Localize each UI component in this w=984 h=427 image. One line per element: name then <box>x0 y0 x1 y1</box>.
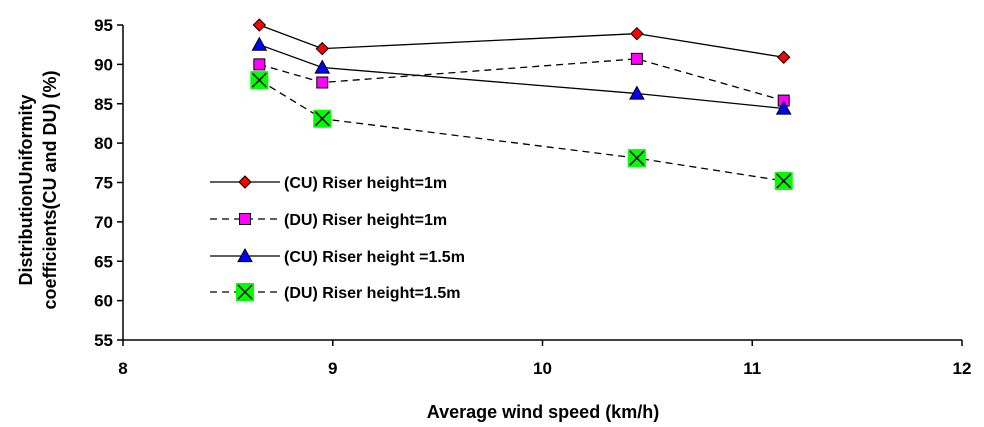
legend-entry: (CU) Riser height=1m <box>210 175 447 192</box>
legend-label: (DU) Riser height=1m <box>284 212 447 229</box>
y-tick-label: 55 <box>94 331 113 350</box>
data-point <box>252 18 267 32</box>
legend-label: (DU) Riser height=1.5m <box>284 285 460 302</box>
series-3 <box>251 36 792 115</box>
data-point <box>629 85 645 100</box>
series-line <box>259 58 784 102</box>
legend-label: (CU) Riser height =1.5m <box>284 249 465 266</box>
data-point <box>630 52 643 65</box>
series-line <box>259 24 784 58</box>
data-point <box>774 171 793 190</box>
legend-label: (CU) Riser height=1m <box>284 175 447 192</box>
data-point <box>777 50 791 64</box>
series-2 <box>253 52 790 107</box>
y-axis-title-line-2: coefficients(CU and DU) (%) <box>40 70 60 309</box>
data-point <box>630 26 644 41</box>
data-point <box>250 71 269 90</box>
marker-cross <box>237 284 253 300</box>
legend-entry: (DU) Riser height=1m <box>210 212 447 229</box>
x-tick-label: 8 <box>118 359 127 378</box>
series-line <box>259 44 784 110</box>
legend: (CU) Riser height=1m (DU) Riser height=1m… <box>210 175 465 302</box>
series-line <box>258 79 784 182</box>
y-tick-label: 80 <box>94 134 113 153</box>
x-tick-label: 9 <box>328 359 337 378</box>
data-point <box>775 100 792 115</box>
x-axis-title: Average wind speed (km/h) <box>427 402 659 422</box>
y-tick-label: 90 <box>94 55 113 74</box>
y-tick-label: 65 <box>94 252 113 271</box>
data-point <box>627 149 646 168</box>
data-point <box>313 109 332 128</box>
legend-marker <box>236 283 254 301</box>
x-tick-labels: 8 9 10 11 12 <box>118 340 971 378</box>
legend-marker <box>239 213 251 225</box>
y-tick-labels: 55 60 65 70 75 80 85 90 95 <box>94 16 123 350</box>
legend-marker <box>237 247 253 263</box>
y-tick-label: 60 <box>94 292 113 311</box>
x-tick-label: 10 <box>533 359 552 378</box>
data-point <box>253 58 266 71</box>
legend-entry: (CU) Riser height =1.5m <box>210 247 465 266</box>
data-point <box>314 59 331 74</box>
y-tick-label: 75 <box>94 174 113 193</box>
x-tick-label: 11 <box>743 359 761 378</box>
marker-cross <box>629 150 645 166</box>
data-series <box>250 18 793 190</box>
y-tick-label: 70 <box>94 213 113 232</box>
x-tick-label: 12 <box>953 359 972 378</box>
series-1 <box>252 18 791 64</box>
marker-cross <box>251 72 267 88</box>
y-axis-title-line-1: DistributionUniformity <box>16 95 36 286</box>
y-tick-label: 95 <box>94 16 113 35</box>
legend-entry: (DU) Riser height=1.5m <box>210 283 460 302</box>
series-4 <box>250 71 793 190</box>
marker-cross <box>776 173 792 189</box>
data-point <box>316 76 329 89</box>
data-point <box>251 36 268 51</box>
marker-cross <box>314 111 330 127</box>
data-point <box>315 41 329 56</box>
y-tick-label: 85 <box>94 95 113 114</box>
legend-marker <box>238 175 252 189</box>
